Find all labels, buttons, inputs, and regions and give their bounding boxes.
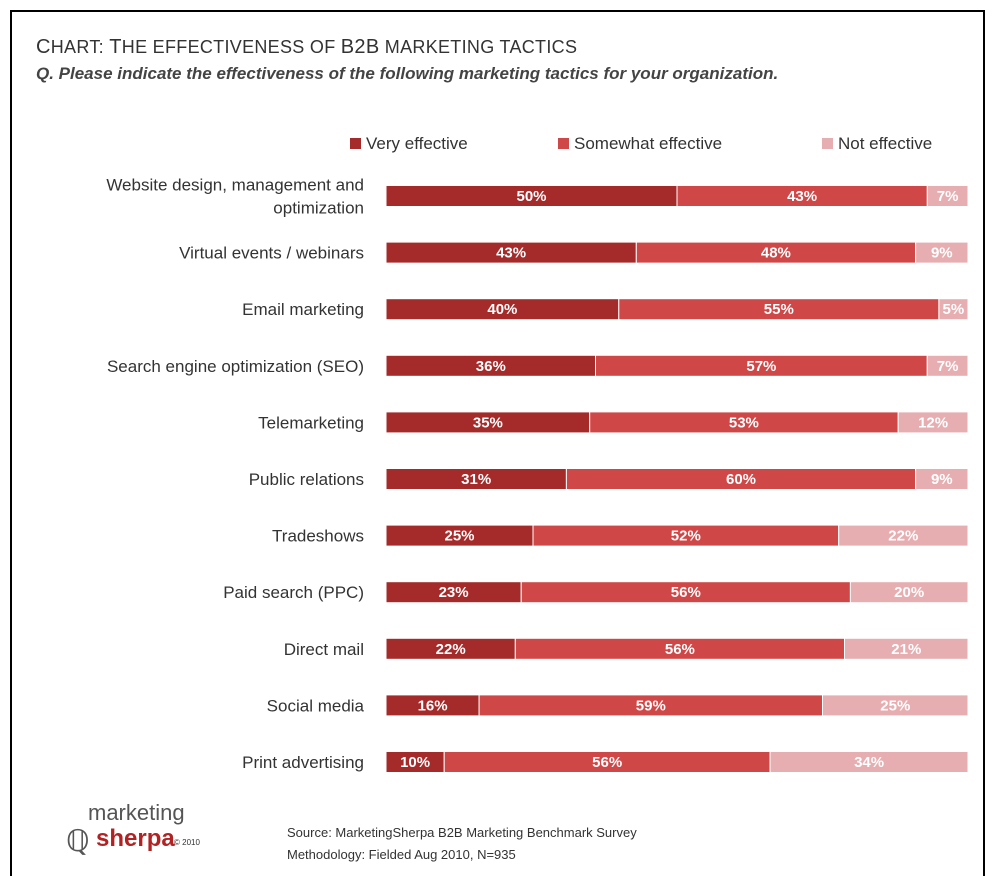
- logo-word-sherpa: sherpa: [96, 825, 175, 852]
- methodology-line: Methodology: Fielded Aug 2010, N=935: [287, 847, 516, 862]
- value-label: 23%: [439, 584, 469, 601]
- bar-segment-not-effective: [769, 751, 969, 773]
- chart-frame: [10, 10, 985, 876]
- value-label: 36%: [476, 358, 506, 375]
- value-label: 7%: [937, 358, 959, 375]
- category-label: Print advertising: [242, 753, 364, 772]
- chart-title: CHART: THE EFFECTIVENESS OF B2B MARKETIN…: [36, 36, 578, 58]
- bar-segment-not-effective: [844, 637, 969, 660]
- value-label: 21%: [891, 641, 921, 658]
- value-label: 55%: [764, 301, 794, 318]
- bar-segment-not-effective: [822, 694, 969, 717]
- marketingsherpa-logo: marketing ℚ sherpa © 2010: [66, 800, 266, 860]
- legend-item-very-effective: Very effective: [350, 134, 468, 153]
- bar-segment-not-effective: [897, 411, 969, 434]
- bar-row-telemarketing: Telemarketing 35% 53% 12%: [258, 411, 969, 434]
- bar-segment-not-effective: [838, 524, 969, 547]
- bar-segment-not-effective: [926, 354, 969, 377]
- value-label: 31%: [461, 471, 491, 488]
- logo-mark-icon: ℚ: [66, 825, 90, 858]
- bar-row-tradeshows: Tradeshows 25% 52% 22%: [272, 524, 969, 547]
- category-label: Email marketing: [242, 300, 364, 319]
- value-label: 43%: [787, 188, 817, 205]
- value-label: 10%: [400, 754, 430, 771]
- bar-row-public-relations: Public relations 31% 60% 9%: [249, 468, 969, 490]
- bar-row-website-design-management-and-optimization: Website design, management and optimizati…: [106, 176, 969, 218]
- source-note: Source: MarketingSherpa B2B Marketing Be…: [287, 822, 637, 866]
- value-label: 25%: [444, 528, 474, 545]
- category-label: Tradeshows: [272, 527, 364, 546]
- value-label: 35%: [473, 414, 503, 431]
- bar-row-virtual-events-webinars: Virtual events / webinars 43% 48% 9%: [179, 241, 969, 264]
- legend-label: Not effective: [838, 134, 932, 153]
- source-line: Source: MarketingSherpa B2B Marketing Be…: [287, 825, 637, 840]
- value-label: 25%: [880, 697, 910, 714]
- bar-row-direct-mail: Direct mail 22% 56% 21%: [284, 637, 969, 660]
- bar-row-print-advertising: Print advertising 10% 56% 34%: [242, 751, 969, 773]
- value-label: 20%: [894, 584, 924, 601]
- bar-row-social-media: Social media 16% 59% 25%: [267, 694, 969, 717]
- value-label: 40%: [487, 301, 517, 318]
- bar-row-paid-search-ppc: Paid search (PPC) 23% 56% 20%: [223, 581, 969, 604]
- value-label: 56%: [665, 641, 695, 658]
- category-label: Website design, management and optimizati…: [106, 176, 364, 218]
- logo-copyright: © 2010: [174, 838, 200, 847]
- value-label: 7%: [937, 188, 959, 205]
- value-label: 50%: [516, 188, 546, 205]
- category-label: Search engine optimization (SEO): [107, 357, 364, 376]
- bar-row-search-engine-optimization-seo: Search engine optimization (SEO) 36% 57% 7%: [107, 354, 969, 377]
- legend-swatch: [350, 138, 361, 149]
- value-label: 56%: [592, 754, 622, 771]
- value-label: 12%: [918, 414, 948, 431]
- value-label: 48%: [761, 245, 791, 262]
- bar-segment-not-effective: [915, 241, 969, 264]
- value-label: 16%: [418, 697, 448, 714]
- category-label: Telemarketing: [258, 413, 364, 432]
- value-label: 53%: [729, 414, 759, 431]
- value-label: 9%: [931, 245, 953, 262]
- category-label: Social media: [267, 696, 365, 715]
- value-label: 60%: [726, 471, 756, 488]
- legend-swatch: [822, 138, 833, 149]
- legend-item-not-effective: Not effective: [822, 134, 932, 153]
- category-label: Paid search (PPC): [223, 583, 364, 602]
- legend-swatch: [558, 138, 569, 149]
- legend-label: Somewhat effective: [574, 134, 722, 153]
- value-label: 52%: [671, 528, 701, 545]
- value-label: 59%: [636, 697, 666, 714]
- value-label: 43%: [496, 245, 526, 262]
- value-label: 22%: [436, 641, 466, 658]
- category-label: Public relations: [249, 470, 364, 489]
- category-label: Virtual events / webinars: [179, 244, 364, 263]
- category-label: Direct mail: [284, 640, 364, 659]
- logo-word-marketing: marketing: [88, 800, 185, 825]
- bar-row-email-marketing: Email marketing 40% 55% 5%: [242, 298, 969, 321]
- value-label: 56%: [671, 584, 701, 601]
- legend-item-somewhat-effective: Somewhat effective: [558, 134, 722, 153]
- bar-segment-not-effective: [926, 185, 969, 207]
- bar-segment-not-effective: [915, 468, 969, 490]
- value-label: 22%: [888, 528, 918, 545]
- value-label: 57%: [746, 358, 776, 375]
- value-label: 5%: [943, 301, 965, 318]
- bar-segment-not-effective: [938, 298, 969, 321]
- survey-question: Q. Please indicate the effectiveness of …: [36, 64, 779, 83]
- legend-label: Very effective: [366, 134, 468, 153]
- value-label: 9%: [931, 471, 953, 488]
- value-label: 34%: [854, 754, 884, 771]
- bar-segment-not-effective: [849, 581, 969, 604]
